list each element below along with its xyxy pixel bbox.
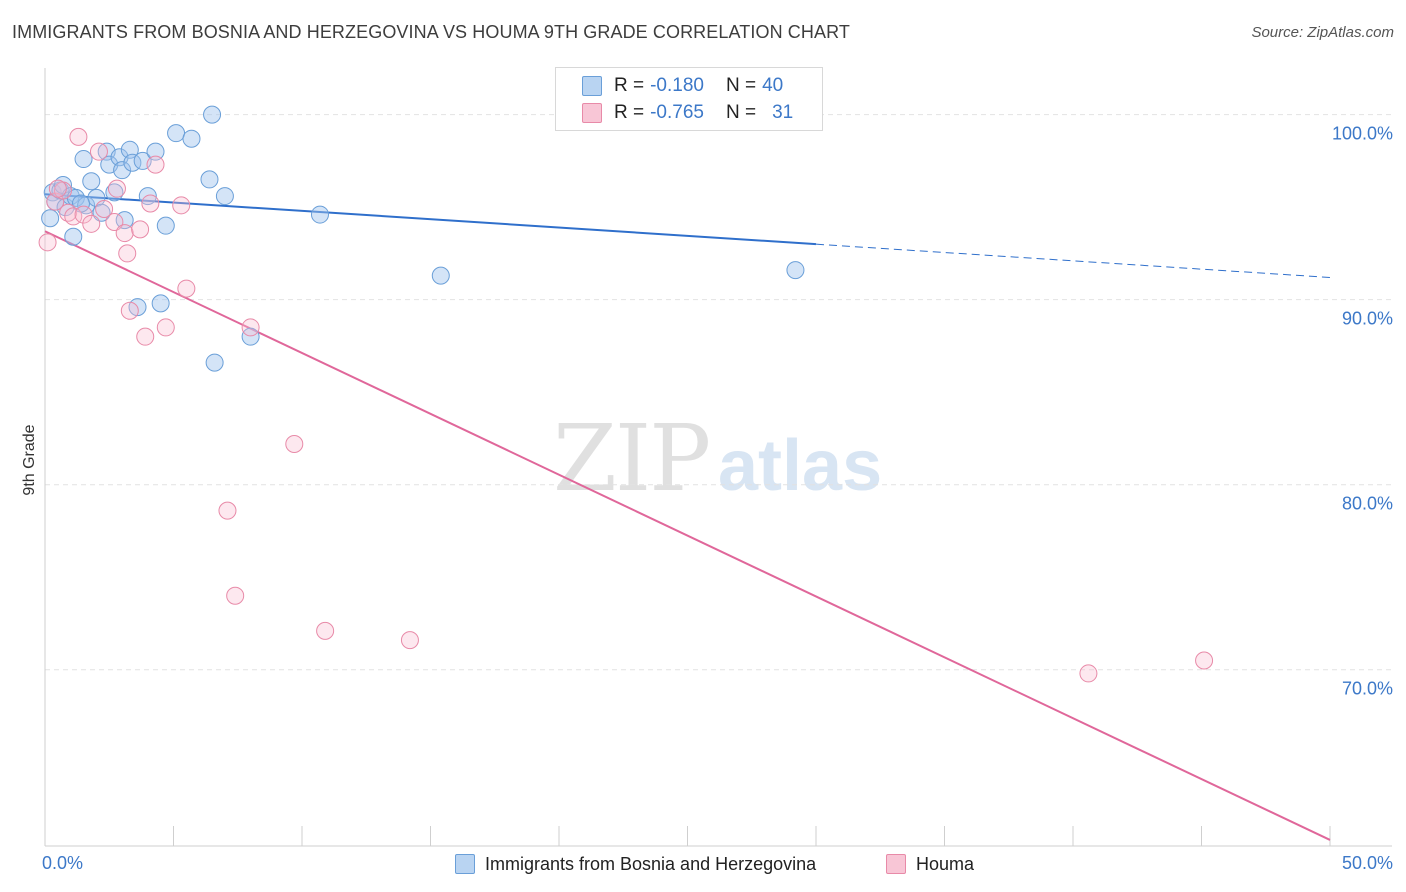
legend-r-value: -0.765 [650,102,704,123]
point-houma [38,233,57,252]
chart-title: IMMIGRANTS FROM BOSNIA AND HERZEGOVINA V… [12,22,850,42]
point-bosnia [151,294,170,313]
point-bosnia [41,209,60,228]
point-houma [136,327,155,346]
trend-lines [44,193,1331,841]
point-houma [69,127,88,146]
point-houma [285,434,304,453]
point-houma [177,279,196,298]
point-bosnia [203,105,222,124]
watermark-zip: ZIP [553,405,711,512]
bottom-legend-bosnia: Immigrants from Bosnia and Herzegovina [455,850,816,878]
point-houma [226,586,245,605]
legend-row-bosnia: R = -0.180 N = 40 [582,73,783,99]
bottom-legend-swatch-houma [886,854,906,874]
point-houma [118,244,137,263]
point-bosnia [182,129,201,148]
point-houma [107,179,126,198]
axes [44,68,1392,847]
y-tick-label: 100.0% [1332,124,1393,144]
point-bosnia [205,353,224,372]
bottom-legend-label-houma: Houma [916,853,975,874]
legend-swatch-houma [582,103,602,123]
point-bosnia [786,261,805,280]
trend-line-extension-0 [815,243,1331,278]
y-axis-label: 9th Grade [21,424,38,495]
point-houma [218,501,237,520]
point-houma [241,318,260,337]
point-bosnia [146,142,165,161]
x-tick-label: 0.0% [42,853,83,873]
point-bosnia [310,205,329,224]
point-houma [59,203,78,222]
legend-n-label: N = [725,75,757,96]
point-houma [82,214,101,233]
legend-n-label: N = [725,102,757,123]
point-bosnia [82,172,101,191]
point-bosnia [113,161,132,180]
y-tick-label: 80.0% [1342,494,1393,514]
point-bosnia [167,124,186,143]
point-houma [1079,664,1098,683]
point-houma [131,220,150,239]
legend-row-houma: R = -0.765 N = 31 [582,100,793,126]
point-houma [48,179,67,198]
point-houma [146,155,165,174]
point-houma [89,142,108,161]
bottom-legend-houma: Houma [886,850,974,878]
point-houma [120,301,139,320]
point-bosnia [431,266,450,285]
point-houma [156,318,175,337]
point-bosnia [200,170,219,189]
point-bosnia [156,216,175,235]
legend-swatch-bosnia [582,76,602,96]
point-houma [400,631,419,650]
point-houma [74,205,93,224]
trend-line-1 [44,230,1331,841]
axis-labels: 100.0% 90.0% 80.0% 70.0% 0.0% 50.0% 9th Grade [21,124,1393,873]
point-bosnia [74,150,93,169]
point-houma [115,224,134,243]
y-tick-label: 70.0% [1342,679,1393,699]
legend-n-value: 31 [772,102,794,123]
x-tick-label: 50.0% [1342,853,1393,873]
legend-r-value: -0.180 [650,75,704,96]
legend-r-label: R = [614,102,645,123]
watermark-atlas: atlas [718,426,883,506]
point-houma [141,194,160,213]
point-houma [172,196,191,215]
point-bosnia [215,187,234,206]
point-houma [95,200,114,219]
point-bosnia [241,327,260,346]
legend-n-value: 40 [762,75,784,96]
gridlines [45,114,1392,671]
point-bosnia [138,187,157,206]
data-points [38,105,1214,683]
legend-r-label: R = [614,75,645,96]
point-houma [1195,651,1214,670]
source-credit: Source: ZipAtlas.com [1251,24,1394,41]
bottom-legend-label-bosnia: Immigrants from Bosnia and Herzegovina [485,853,817,874]
point-houma [105,212,124,231]
bottom-legend-swatch-bosnia [455,854,475,874]
point-houma [316,621,335,640]
y-tick-label: 90.0% [1342,309,1393,329]
stats-legend: R = -0.180 N = 40 R = -0.765 N = 31 [555,67,823,131]
point-bosnia [64,227,83,246]
